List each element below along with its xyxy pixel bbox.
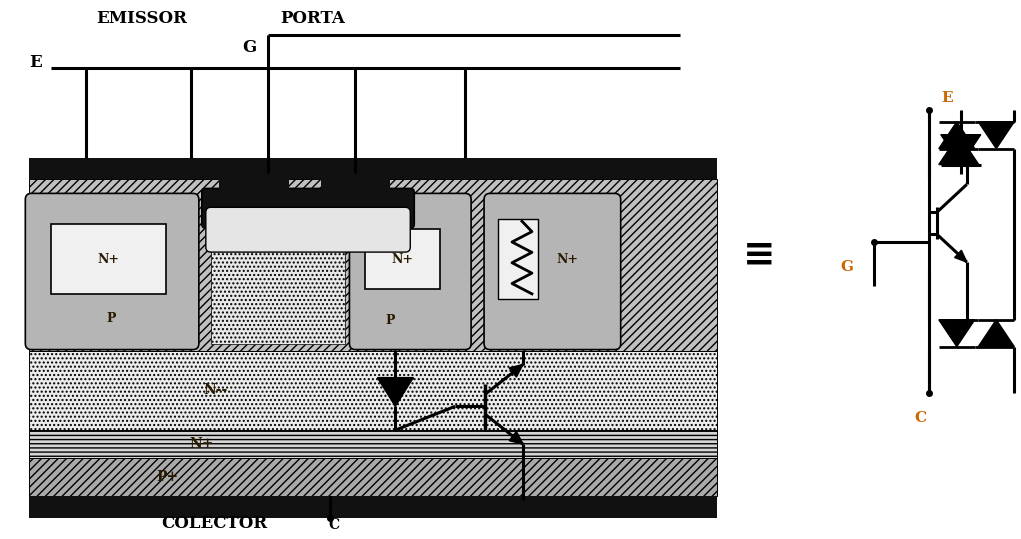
Polygon shape: [939, 122, 975, 149]
Bar: [321, 172, 390, 197]
Text: G: G: [840, 259, 854, 273]
Polygon shape: [378, 378, 414, 406]
Text: N+: N+: [556, 253, 579, 266]
FancyBboxPatch shape: [349, 194, 471, 350]
Polygon shape: [939, 135, 979, 164]
Bar: [30, 430, 718, 458]
Text: N+: N+: [98, 253, 119, 266]
Text: ≡: ≡: [743, 235, 776, 273]
FancyBboxPatch shape: [26, 194, 199, 350]
Text: PORTA: PORTA: [281, 10, 345, 27]
Bar: [30, 458, 718, 496]
Text: E: E: [940, 91, 953, 105]
Text: E: E: [30, 53, 42, 71]
Polygon shape: [509, 432, 523, 444]
FancyBboxPatch shape: [202, 189, 415, 228]
FancyBboxPatch shape: [206, 208, 410, 252]
Bar: [355, 199, 466, 344]
Text: P: P: [386, 314, 395, 327]
Bar: [210, 199, 345, 344]
Polygon shape: [940, 135, 981, 164]
Text: N+: N+: [189, 437, 213, 451]
Bar: [51, 224, 166, 294]
Bar: [366, 229, 440, 289]
Text: EMISSOR: EMISSOR: [96, 10, 187, 27]
Polygon shape: [509, 364, 523, 377]
Text: N--: N--: [203, 383, 228, 397]
Bar: [32, 199, 193, 344]
Text: N+: N+: [392, 253, 414, 266]
Bar: [490, 199, 615, 344]
Text: P+: P+: [156, 470, 178, 484]
Bar: [498, 219, 538, 299]
Polygon shape: [978, 122, 1014, 149]
FancyBboxPatch shape: [484, 194, 621, 350]
Text: C: C: [915, 411, 927, 425]
Text: P: P: [106, 312, 115, 325]
Polygon shape: [955, 250, 967, 262]
Polygon shape: [939, 320, 975, 347]
Bar: [30, 350, 718, 430]
Bar: [30, 157, 718, 179]
Polygon shape: [978, 320, 1014, 347]
Text: C: C: [329, 517, 340, 531]
Text: COLECTOR: COLECTOR: [161, 515, 268, 531]
Text: G: G: [243, 39, 257, 56]
Bar: [218, 172, 289, 197]
Bar: [30, 179, 718, 350]
Bar: [30, 496, 718, 518]
